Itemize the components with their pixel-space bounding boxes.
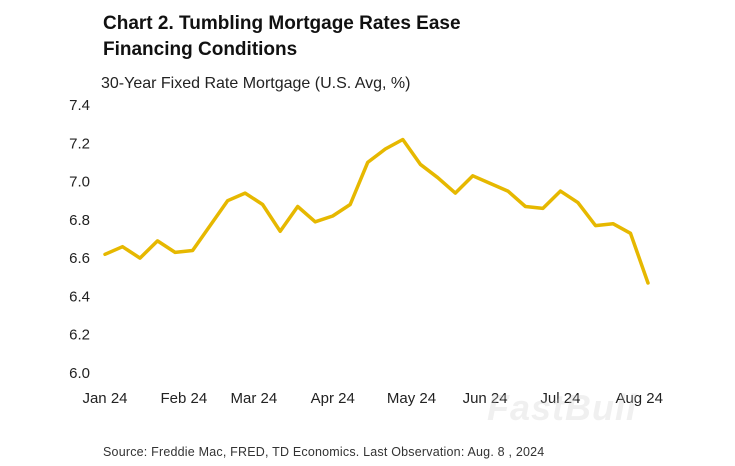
data-point <box>383 147 387 151</box>
data-point <box>103 252 107 256</box>
x-tick-label: Aug 24 <box>615 390 663 407</box>
data-point <box>629 231 633 235</box>
data-point <box>576 201 580 205</box>
series-line-mortgage-rate <box>103 137 650 285</box>
data-point <box>436 176 440 180</box>
data-point <box>138 256 142 260</box>
y-tick-label: 6.4 <box>69 288 90 305</box>
data-point <box>471 174 475 178</box>
y-axis: 6.0 6.2 6.4 6.6 6.8 7.0 7.2 7.4 <box>69 97 90 382</box>
data-point <box>313 220 317 224</box>
x-tick-label: Jun 24 <box>463 390 508 407</box>
watermark-logo: FastBull <box>487 387 638 428</box>
data-point <box>506 189 510 193</box>
data-point <box>401 138 405 142</box>
data-point <box>366 160 370 164</box>
data-point <box>331 214 335 218</box>
x-tick-label: Jan 24 <box>82 390 127 407</box>
data-point <box>418 162 422 166</box>
x-tick-label: May 24 <box>387 390 436 407</box>
y-tick-label: 6.8 <box>69 212 90 229</box>
data-point <box>208 224 212 228</box>
y-tick-label: 6.6 <box>69 250 90 267</box>
data-point <box>191 249 195 253</box>
x-tick-label: Mar 24 <box>231 390 278 407</box>
y-tick-label: 7.0 <box>69 174 90 191</box>
x-axis: Jan 24 Feb 24 Mar 24 Apr 24 May 24 Jun 24 Jul … <box>82 390 663 407</box>
x-tick-label: Feb 24 <box>160 390 207 407</box>
y-tick-label: 6.0 <box>69 365 90 382</box>
data-point <box>173 250 177 254</box>
data-point <box>261 203 265 207</box>
x-tick-label: Apr 24 <box>311 390 355 407</box>
chart-title: Chart 2. Tumbling Mortgage Rates Ease Fi… <box>103 11 623 63</box>
y-tick-label: 6.2 <box>69 327 90 344</box>
y-tick-label: 7.4 <box>69 97 90 114</box>
data-point <box>453 191 457 195</box>
data-point <box>523 205 527 209</box>
data-point <box>243 191 247 195</box>
chart-title-line-1: Chart 2. Tumbling Mortgage Rates Ease <box>103 13 461 34</box>
x-tick-label: Jul 24 <box>540 390 580 407</box>
chart-title-line-2: Financing Conditions <box>103 39 298 60</box>
data-point <box>646 281 650 285</box>
data-point <box>611 222 615 226</box>
data-point <box>558 189 562 193</box>
data-point <box>594 224 598 228</box>
data-point <box>488 182 492 186</box>
data-point <box>541 206 545 210</box>
source-note: Source: Freddie Mac, FRED, TD Economics.… <box>103 445 545 459</box>
data-point <box>121 245 125 249</box>
plot-area <box>103 137 650 285</box>
y-tick-label: 7.2 <box>69 135 90 152</box>
data-point <box>226 199 230 203</box>
chart-subtitle: 30-Year Fixed Rate Mortgage (U.S. Avg, %… <box>101 75 411 92</box>
data-point <box>348 203 352 207</box>
data-point <box>156 239 160 243</box>
data-point <box>278 229 282 233</box>
data-point <box>296 205 300 209</box>
